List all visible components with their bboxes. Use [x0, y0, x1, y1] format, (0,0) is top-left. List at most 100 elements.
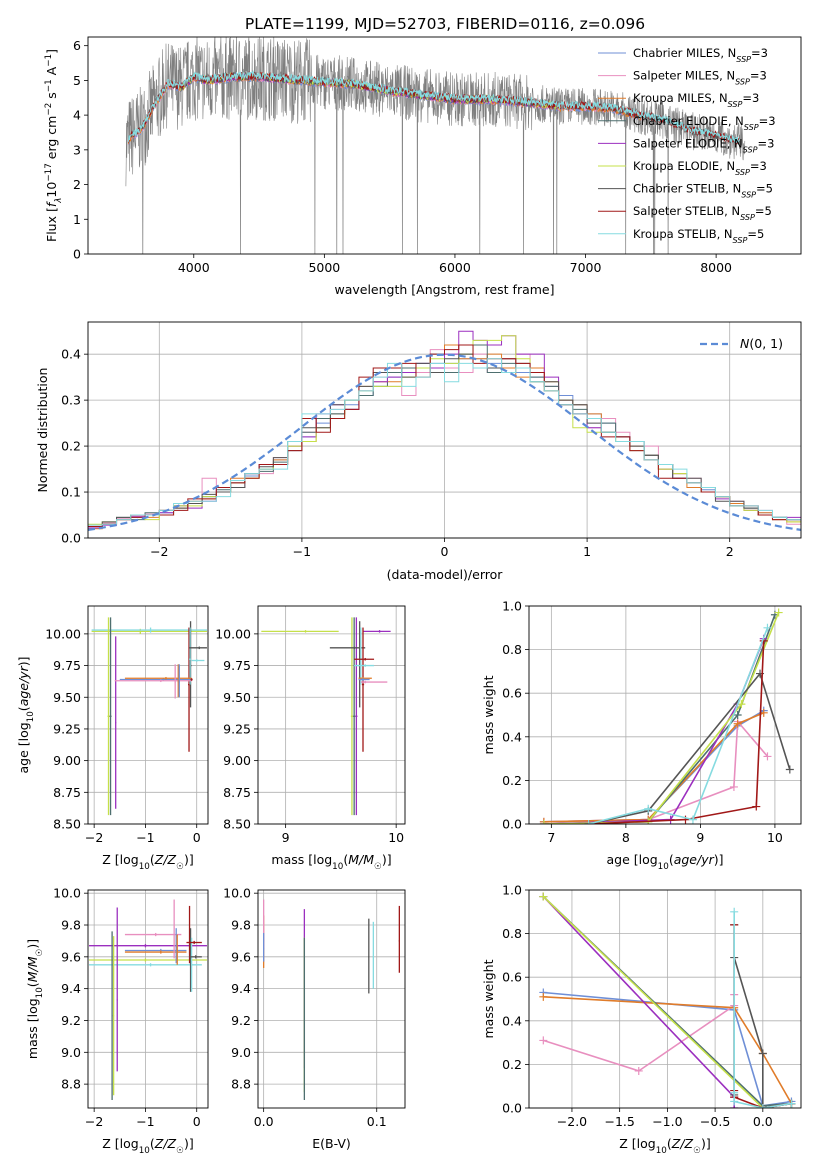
y-tick-label: 0.6: [502, 970, 522, 985]
x-tick-label: −1: [293, 544, 311, 559]
x-axis-label: wavelength [Angstrom, rest frame]: [334, 282, 554, 297]
y-tick-label: 4: [73, 108, 81, 123]
y-tick-label: 0: [73, 247, 81, 262]
y-tick-label: 0.0: [502, 817, 522, 832]
y-tick-label: 0.0: [61, 531, 81, 546]
y-axis-label: mass weight: [481, 959, 496, 1038]
y-tick-label: 9.6: [61, 949, 81, 964]
weight-marker: [763, 752, 772, 761]
axes-frame: [87, 889, 209, 1109]
weight-line: [588, 627, 769, 824]
y-tick-label: 9.25: [223, 721, 251, 736]
y-tick-label: 10.0: [53, 886, 81, 901]
y-axis-label: Normed distribution: [35, 368, 50, 493]
y-tick-label: 3: [73, 142, 81, 157]
y-tick-label: 8.75: [223, 785, 251, 800]
weight-line: [543, 712, 765, 823]
y-tick-label: 1.0: [502, 599, 522, 614]
weight-marker: [758, 1104, 767, 1108]
age-vs-Z-plot-area: [91, 617, 207, 816]
mass-vs-Z-axes: −2 −1 0 8.8 9.0 9.2 9.4 9.6 9.8 10.0 Z [log10(Z/Z☉…: [25, 886, 209, 1156]
y-tick-label: 10.00: [215, 626, 251, 641]
y-tick-label: 9.75: [223, 658, 251, 673]
y-tick-label: 9.8: [231, 918, 251, 933]
x-axis-label: (data-model)/error: [387, 567, 504, 582]
weight-marker: [774, 608, 783, 617]
y-tick-label: 1.0: [502, 883, 522, 898]
legend-label: Chabrier ELODIE, NSSP=3: [633, 114, 776, 132]
weight-marker: [733, 719, 742, 728]
x-tick-label: −2: [85, 830, 103, 845]
y-tick-label: 9.4: [231, 981, 251, 996]
y-axis-label: age [log10(age/yr)]: [16, 656, 36, 773]
legend-label: Kroupa STELIB, NSSP=5: [633, 227, 764, 245]
x-tick-label: 7000: [570, 260, 602, 275]
x-tick-label: 5000: [308, 260, 340, 275]
y-tick-label: 0.2: [502, 773, 522, 788]
weight-marker: [729, 782, 738, 791]
legend-label: Kroupa ELODIE, NSSP=3: [633, 159, 767, 177]
x-tick-label: 9: [282, 830, 290, 845]
age-vs-mass-axes: 9 10 8.50 8.75 9.00 9.25 9.50 9.75 10.00 mass [lo…: [215, 605, 406, 872]
weight-marker: [787, 1099, 796, 1108]
weight-marker: [730, 907, 739, 916]
weight-line: [543, 996, 793, 1104]
x-tick-label: 0: [441, 544, 449, 559]
x-tick-label: −2: [85, 1114, 103, 1129]
weight-marker: [763, 623, 772, 632]
x-tick-label: 6000: [439, 260, 471, 275]
y-tick-label: 8.8: [61, 1077, 81, 1092]
legend-label: Kroupa MILES, NSSP=3: [633, 91, 759, 109]
weight-marker: [539, 1036, 548, 1045]
y-tick-label: 0.4: [502, 1013, 522, 1028]
y-tick-label: 8.75: [53, 785, 81, 800]
axes-frame: [528, 889, 802, 1109]
x-tick-label: −1: [136, 1114, 154, 1129]
y-tick-label: 0.1: [61, 485, 81, 500]
axes-frame: [87, 36, 802, 255]
x-tick-label: 10: [388, 830, 404, 845]
weight-marker: [539, 820, 548, 824]
weight-marker: [539, 892, 548, 901]
y-tick-label: 0.6: [502, 686, 522, 701]
weight-line: [543, 612, 780, 824]
y-tick-label: 9.6: [231, 949, 251, 964]
x-tick-label: 0: [193, 1114, 201, 1129]
x-tick-label: 8: [622, 830, 630, 845]
y-tick-label: 9.0: [61, 1045, 81, 1060]
legend-label: Chabrier MILES, NSSP=3: [633, 46, 768, 64]
weight-marker: [737, 700, 746, 709]
weight-marker: [539, 992, 548, 1001]
residuals-plot-area: [88, 330, 801, 531]
y-tick-label: 9.50: [53, 690, 81, 705]
legend-label: Salpeter STELIB, NSSP=5: [633, 204, 772, 222]
x-tick-label: 1: [583, 544, 591, 559]
age-vs-Z-axes: −2 −1 0 8.50 8.75 9.00 9.25 9.50 9.75 10.00 Z [log…: [16, 605, 209, 872]
y-axis-label: Flux [fλ10−17 erg cm−2 s−1 A−1]: [44, 49, 64, 242]
y-tick-label: 8.50: [53, 817, 81, 832]
weight-marker: [644, 804, 653, 813]
y-tick-label: 0.2: [61, 439, 81, 454]
y-tick-label: 8.8: [231, 1077, 251, 1092]
y-tick-label: 10.0: [223, 886, 251, 901]
legend-label: Salpeter ELODIE, NSSP=3: [633, 136, 774, 154]
x-tick-label: 0: [193, 830, 201, 845]
y-tick-label: 2: [73, 177, 81, 192]
y-tick-label: 0.0: [502, 1101, 522, 1116]
weight-vs-age-plot-area: [539, 608, 794, 824]
weight-marker: [733, 711, 742, 719]
weight-marker: [752, 802, 761, 811]
y-tick-label: 9.2: [61, 1013, 81, 1028]
weight-vs-age-axes: 7 8 9 10 0.0 0.2 0.4 0.6 0.8 1.0 age [log10(age/yr…: [481, 599, 802, 872]
histogram-step: [88, 358, 801, 526]
y-tick-label: 9.00: [53, 753, 81, 768]
residuals-axes: −2 −1 0 1 2 0.0 0.1 0.2 0.3 0.4 N(0, 1) (data-model…: [35, 321, 802, 582]
weight-marker: [688, 815, 697, 824]
y-tick-label: 6: [73, 38, 81, 53]
y-tick-label: 9.8: [61, 918, 81, 933]
observed-spectrum-line: [125, 37, 746, 254]
y-tick-label: 0.4: [502, 729, 522, 744]
y-tick-label: 9.4: [61, 981, 81, 996]
x-tick-label: 8000: [700, 260, 732, 275]
